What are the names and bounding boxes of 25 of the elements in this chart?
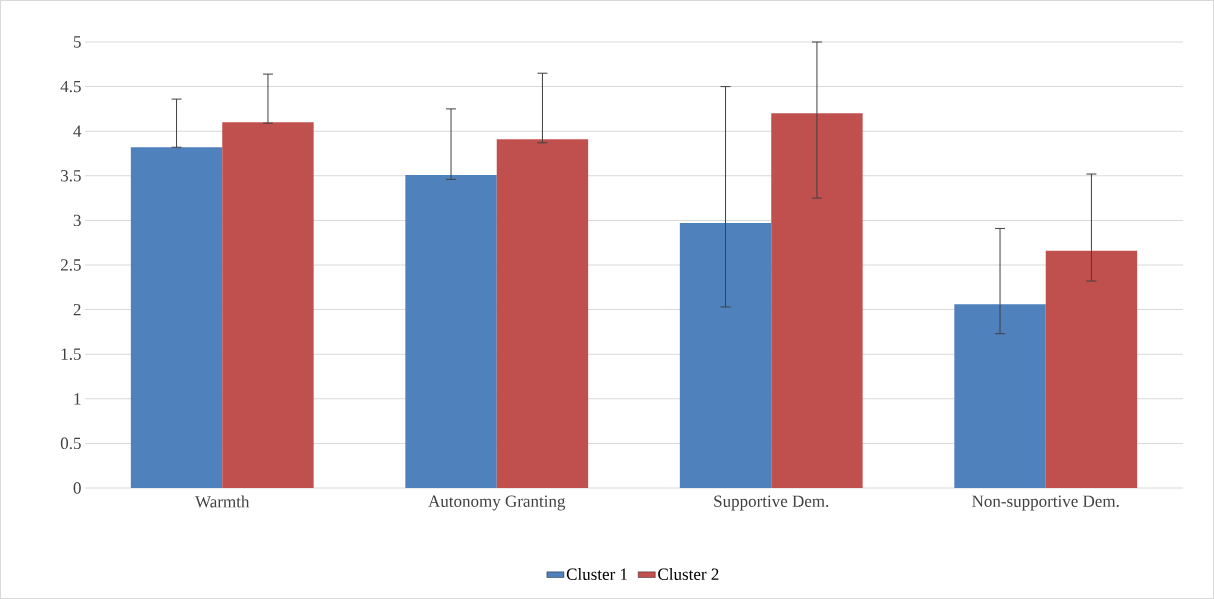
bar bbox=[496, 139, 589, 488]
x-tick-label: Warmth bbox=[195, 495, 250, 508]
x-tick-label: Non-supportive Dem. bbox=[972, 495, 1119, 511]
x-tick-label: Autonomy Granting bbox=[428, 495, 566, 511]
bar bbox=[771, 113, 863, 488]
y-tick-label: 3 bbox=[73, 214, 81, 227]
legend-label: Cluster 2 bbox=[658, 568, 719, 580]
y-tick-label: 4 bbox=[73, 125, 82, 137]
y-tick-label: 1 bbox=[74, 393, 81, 405]
y-tick-label: 2 bbox=[73, 303, 81, 316]
bar bbox=[1045, 250, 1138, 488]
bar bbox=[405, 174, 497, 488]
legend-label: Cluster 1 bbox=[566, 568, 627, 580]
y-tick-label: 2.5 bbox=[60, 259, 81, 271]
y-tick-label: 3.5 bbox=[61, 170, 81, 182]
y-tick-label: 4.5 bbox=[60, 80, 81, 93]
bar bbox=[130, 147, 223, 488]
bar bbox=[954, 304, 1046, 488]
bar bbox=[222, 122, 314, 488]
y-tick-label: 1.5 bbox=[61, 348, 81, 360]
x-tick-label: Supportive Dem. bbox=[714, 495, 829, 511]
y-tick-label: 0 bbox=[73, 482, 81, 494]
y-tick-label: 5 bbox=[73, 36, 81, 48]
y-tick-label: 0.5 bbox=[60, 437, 81, 450]
bar bbox=[679, 223, 772, 488]
